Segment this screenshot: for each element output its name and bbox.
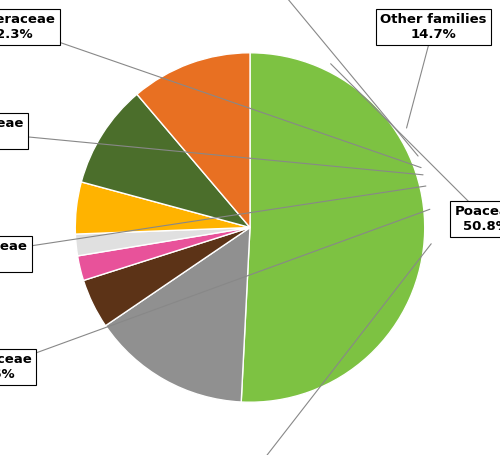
Wedge shape xyxy=(78,228,250,280)
Text: Other families
14.7%: Other families 14.7% xyxy=(380,13,486,40)
Text: Fabaceae
9.6%: Fabaceae 9.6% xyxy=(0,353,32,381)
Text: Asteraceae
2.3%: Asteraceae 2.3% xyxy=(0,13,56,40)
Text: Poaceae
50.8%: Poaceae 50.8% xyxy=(454,205,500,233)
Text: Curcubitaceae
2.0%: Curcubitaceae 2.0% xyxy=(0,117,24,146)
Wedge shape xyxy=(241,53,424,402)
Text: Brassicaceae
4.8%: Brassicaceae 4.8% xyxy=(0,240,28,268)
Wedge shape xyxy=(106,228,250,402)
Wedge shape xyxy=(84,228,250,326)
Wedge shape xyxy=(82,94,250,228)
Wedge shape xyxy=(137,53,250,228)
Wedge shape xyxy=(76,182,250,234)
Wedge shape xyxy=(76,228,250,256)
